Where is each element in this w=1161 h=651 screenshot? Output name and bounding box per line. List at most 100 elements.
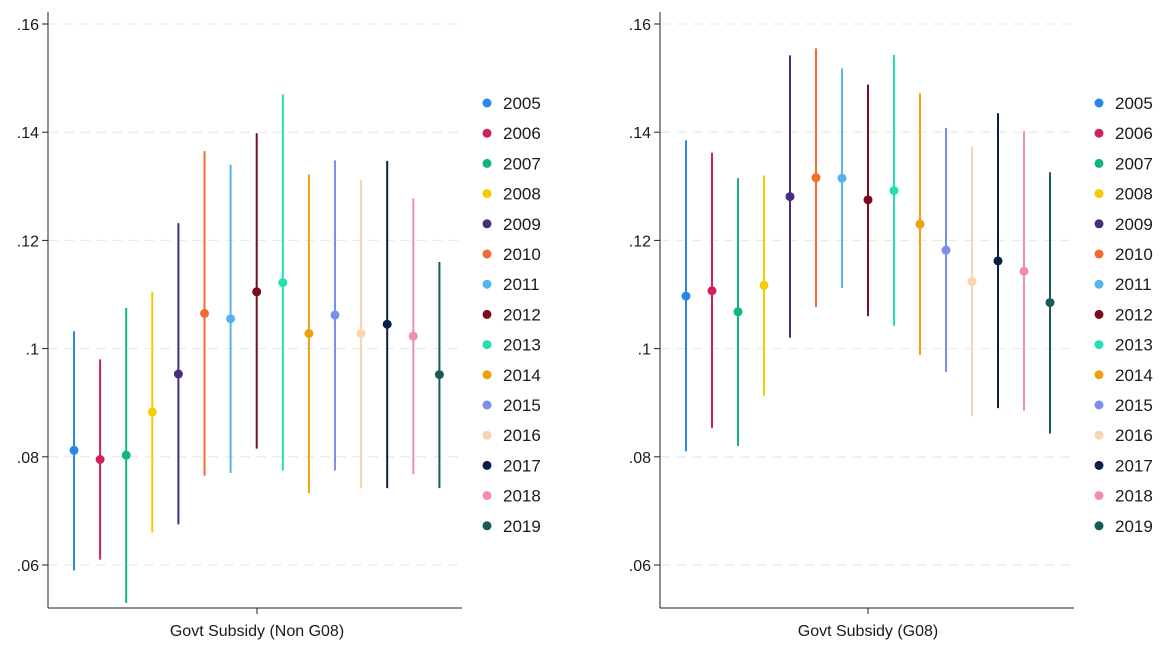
legend-marker-2013 <box>1094 340 1104 350</box>
legend-marker-2012 <box>1094 309 1104 319</box>
legend-marker-2006 <box>482 128 492 138</box>
point-estimate-2011 <box>837 173 847 183</box>
point-estimate-2005 <box>69 445 79 455</box>
legend-marker-2006 <box>1094 128 1104 138</box>
legend-marker-2012 <box>482 309 492 319</box>
point-estimate-2017 <box>993 256 1003 266</box>
point-estimate-2006 <box>95 455 105 465</box>
y-tick-label: .08 <box>17 450 39 467</box>
legend-marker-2015 <box>482 400 492 410</box>
legend-label-2005: 2005 <box>503 94 541 113</box>
point-estimate-2015 <box>330 310 340 320</box>
legend-marker-2011 <box>482 279 492 289</box>
point-estimate-2016 <box>356 328 366 338</box>
legend-label-2013: 2013 <box>503 336 541 355</box>
legend-label-2016: 2016 <box>503 426 541 445</box>
point-estimate-2015 <box>941 245 951 255</box>
y-tick-label: .16 <box>629 17 651 34</box>
legend-marker-2018 <box>482 491 492 501</box>
legend-label-2009: 2009 <box>1115 215 1153 234</box>
point-estimate-2019 <box>1045 298 1055 308</box>
y-tick-label: .06 <box>17 558 39 575</box>
legend-marker-2009 <box>1094 219 1104 229</box>
legend-label-2018: 2018 <box>1115 487 1153 506</box>
legend-label-2015: 2015 <box>1115 396 1153 415</box>
point-estimate-2008 <box>147 407 157 417</box>
chart-panel-1: .06 .08 .1 .12 .14 .16 Govt Subsidy (Non G08) 2… <box>17 12 541 640</box>
legend-marker-2014 <box>482 370 492 380</box>
point-estimate-2018 <box>1019 266 1029 276</box>
legend-marker-2005 <box>482 98 492 108</box>
legend-label-2017: 2017 <box>1115 456 1153 475</box>
legend-marker-2014 <box>1094 370 1104 380</box>
legend-marker-2007 <box>482 158 492 168</box>
legend-label-2014: 2014 <box>1115 366 1153 385</box>
legend-label-2008: 2008 <box>503 185 541 204</box>
legend-label-2010: 2010 <box>1115 245 1153 264</box>
y-tick-label: .16 <box>17 17 39 34</box>
legend: 2005 2006 2007 2008 2009 2010 2011 2012 2013 2014… <box>482 94 541 536</box>
point-estimate-2013 <box>278 278 288 288</box>
point-estimate-2006 <box>707 286 717 296</box>
chart-panel-2: .06 .08 .1 .12 .14 .16 Govt Subsidy (G08) 2005 2… <box>629 12 1153 640</box>
legend-label-2012: 2012 <box>1115 305 1153 324</box>
point-estimate-2007 <box>733 307 743 317</box>
legend-marker-2016 <box>482 430 492 440</box>
point-estimate-2014 <box>915 219 925 229</box>
y-tick-label: .08 <box>629 450 651 467</box>
y-tick-label: .14 <box>629 125 651 142</box>
legend-label-2011: 2011 <box>503 275 540 294</box>
legend-marker-2016 <box>1094 430 1104 440</box>
point-estimate-2019 <box>434 370 444 380</box>
point-estimate-2009 <box>173 369 183 379</box>
legend-marker-2008 <box>482 189 492 199</box>
legend: 2005 2006 2007 2008 2009 2010 2011 2012 2013 2014… <box>1094 94 1153 536</box>
legend-marker-2007 <box>1094 158 1104 168</box>
x-axis-label: Govt Subsidy (G08) <box>798 623 939 640</box>
legend-label-2019: 2019 <box>1115 517 1153 536</box>
legend-marker-2019 <box>482 521 492 531</box>
x-axis-label: Govt Subsidy (Non G08) <box>170 623 344 640</box>
legend-label-2019: 2019 <box>503 517 541 536</box>
point-estimate-2008 <box>759 280 769 290</box>
legend-marker-2018 <box>1094 491 1104 501</box>
legend-marker-2017 <box>1094 460 1104 470</box>
y-tick-label: .1 <box>26 342 39 359</box>
point-estimate-2016 <box>967 277 977 287</box>
point-estimate-2007 <box>121 450 131 460</box>
legend-marker-2010 <box>482 249 492 259</box>
legend-marker-2015 <box>1094 400 1104 410</box>
legend-label-2013: 2013 <box>1115 336 1153 355</box>
legend-label-2009: 2009 <box>503 215 541 234</box>
point-estimate-2005 <box>681 291 691 301</box>
legend-marker-2019 <box>1094 521 1104 531</box>
legend-marker-2013 <box>482 340 492 350</box>
point-estimate-2017 <box>382 319 392 329</box>
legend-label-2006: 2006 <box>503 124 541 143</box>
y-tick-label: .06 <box>629 558 651 575</box>
legend-label-2015: 2015 <box>503 396 541 415</box>
legend-label-2012: 2012 <box>503 305 541 324</box>
legend-label-2007: 2007 <box>503 154 541 173</box>
point-estimate-2009 <box>785 192 795 202</box>
y-tick-label: .12 <box>629 233 651 250</box>
point-estimate-2011 <box>226 314 236 324</box>
legend-label-2017: 2017 <box>503 456 541 475</box>
legend-label-2005: 2005 <box>1115 94 1153 113</box>
legend-label-2016: 2016 <box>1115 426 1153 445</box>
y-tick-label: .1 <box>638 342 651 359</box>
y-tick-label: .12 <box>17 233 39 250</box>
legend-marker-2005 <box>1094 98 1104 108</box>
legend-label-2018: 2018 <box>503 487 541 506</box>
legend-label-2010: 2010 <box>503 245 541 264</box>
point-estimate-2012 <box>252 287 262 297</box>
legend-label-2011: 2011 <box>1115 275 1152 294</box>
point-estimate-2010 <box>200 308 209 318</box>
legend-marker-2017 <box>482 460 492 470</box>
point-estimate-2014 <box>304 328 314 338</box>
legend-label-2007: 2007 <box>1115 154 1153 173</box>
legend-marker-2009 <box>482 219 492 229</box>
legend-marker-2010 <box>1094 249 1104 259</box>
